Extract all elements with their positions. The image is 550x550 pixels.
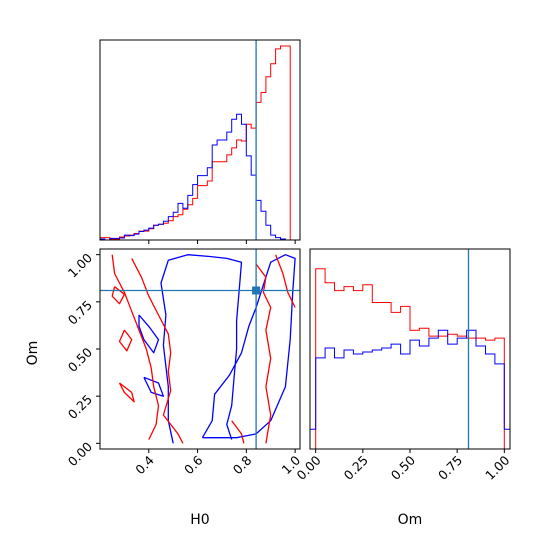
red-om-histogram [310,268,510,450]
joint-truth-marker [252,286,261,295]
blue-contour [201,254,296,439]
blue-contour [160,254,243,444]
om-x-tick-label: 0.25 [341,453,371,483]
om-y-axis-label: Om [25,341,41,366]
om-marginal-panel: 0.00 0.25 0.50 0.75 1.00 [293,248,512,483]
om-x-tick-label: 0.75 [435,453,465,483]
blue-h0-histogram [99,113,296,241]
om-y-tick-label: 0.25 [65,392,95,422]
om-y-tick-label: 0.75 [65,297,95,327]
om-x-tick-label: 1.00 [482,452,512,482]
h0-marginal-panel [99,39,301,244]
red-contour [274,254,296,308]
red-contour [111,254,160,440]
om-axis-label: Om [398,512,423,528]
om-y-tick-label: 0.50 [65,344,95,374]
blue-om-histogram [309,329,511,449]
red-contour [111,286,126,305]
red-contour [255,263,272,444]
blue-contour [138,314,160,354]
blue-contour [143,376,165,397]
red-contour [118,329,133,352]
h0-axis-label: H0 [190,512,209,528]
om-y-tick-label: 0.00 [65,439,95,469]
om-x-tick-label: 0.50 [388,452,418,482]
h0-marginal-frame [99,39,301,241]
red-contour [118,382,135,403]
contour-group [111,254,296,444]
h0-x-tick-label: 0.8 [230,452,255,477]
h0-x-tick-label: 0.4 [132,452,157,477]
h0-om-joint-panel: 0.4 0.6 0.8 1.00.000.250.500.751.00 [65,248,303,477]
om-y-tick-label: 1.00 [65,250,95,280]
red-contour [231,420,245,444]
h0-x-tick-label: 0.6 [181,452,206,477]
